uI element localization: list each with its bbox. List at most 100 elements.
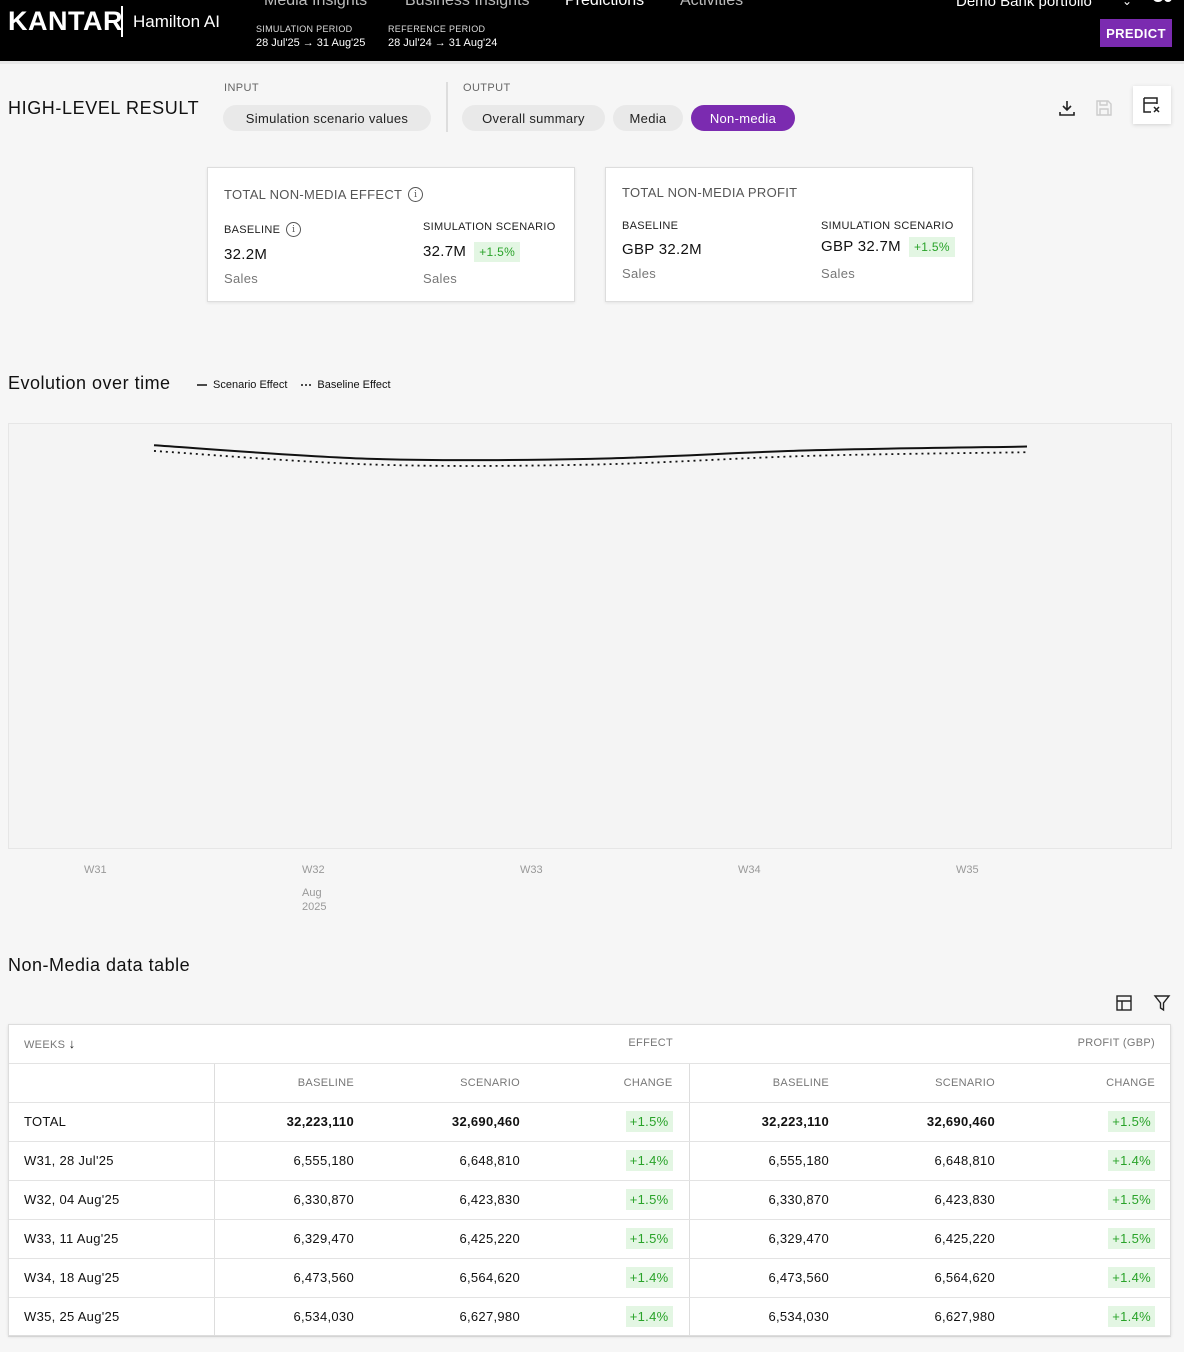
nav-media-insights[interactable]: Media Insights — [264, 0, 368, 9]
table-settings-icon[interactable] — [1133, 86, 1171, 124]
weeks-header[interactable]: WEEKS ↓ — [8, 1024, 214, 1064]
baseline-label: BASELINE — [622, 220, 679, 232]
series-line-scenario-effect[interactable] — [153, 444, 1028, 462]
card-title: TOTAL NON-MEDIA PROFIT — [622, 185, 798, 200]
week-cell: TOTAL — [8, 1102, 214, 1142]
profit-baseline-cell: 6,329,470 — [688, 1219, 845, 1259]
scenario-sub: Sales — [821, 266, 856, 281]
effect-baseline-cell: 6,534,030 — [213, 1297, 370, 1337]
baseline-value: GBP 32.2M — [622, 241, 702, 258]
effect-change-cell: +1.4% — [536, 1141, 689, 1181]
change-badge: +1.5% — [1108, 1111, 1155, 1132]
profit-change-header[interactable]: CHANGE — [1011, 1063, 1171, 1103]
scenario-value: GBP 32.7M +1.5% — [821, 237, 955, 257]
line-chart — [153, 444, 1028, 467]
effect-scenario-header[interactable]: SCENARIO — [370, 1063, 536, 1103]
card-title: TOTAL NON-MEDIA EFFECT i — [224, 187, 424, 202]
filter-icon[interactable] — [1153, 994, 1171, 1017]
legend-label: Baseline Effect — [317, 379, 391, 391]
change-badge: +1.4% — [625, 1267, 673, 1288]
effect-scenario-cell: 6,648,810 — [370, 1141, 536, 1181]
header-divider — [446, 82, 448, 132]
baseline-value: 32.2M — [224, 246, 268, 263]
portfolio-selector[interactable]: Demo Bank portfolio — [956, 0, 1092, 10]
info-icon[interactable]: i — [286, 222, 302, 237]
table-row: W35, 25 Aug'25 6,534,030 6,627,980 +1.4%… — [8, 1297, 1171, 1337]
effect-change-cell: +1.5% — [536, 1180, 689, 1220]
change-badge: +1.5% — [625, 1228, 673, 1249]
empty-header-cell — [8, 1063, 214, 1103]
input-group-label: INPUT — [224, 82, 259, 94]
week-cell: W34, 18 Aug'25 — [8, 1258, 214, 1298]
effect-change-header[interactable]: CHANGE — [536, 1063, 689, 1103]
x-sub-month: Aug — [302, 887, 322, 899]
nav-activities[interactable]: Activities — [680, 0, 744, 9]
profit-change-cell: +1.5% — [1011, 1219, 1171, 1259]
profit-change-cell: +1.4% — [1011, 1258, 1171, 1298]
reference-period-value[interactable]: 28 Jul'24 → 31 Aug'24 — [388, 37, 498, 49]
profit-baseline-header[interactable]: BASELINE — [688, 1063, 845, 1103]
change-badge: +1.4% — [1108, 1267, 1155, 1288]
table-row: W33, 11 Aug'25 6,329,470 6,425,220 +1.5%… — [8, 1219, 1171, 1259]
download-icon[interactable] — [1055, 96, 1079, 120]
scenario-sub: Sales — [423, 271, 458, 286]
profit-scenario-cell: 6,648,810 — [845, 1141, 1011, 1181]
effect-baseline-cell: 6,329,470 — [213, 1219, 370, 1259]
effect-scenario-cell: 6,564,620 — [370, 1258, 536, 1298]
pill-media[interactable]: Media — [613, 105, 683, 131]
effect-change-cell: +1.4% — [536, 1297, 689, 1337]
save-icon[interactable] — [1092, 96, 1116, 120]
chevron-down-icon[interactable]: ⌄ — [1122, 0, 1133, 8]
change-badge: +1.5% — [474, 242, 521, 262]
sort-arrow-down-icon[interactable]: ↓ — [68, 1035, 76, 1051]
pill-simulation-scenario-values[interactable]: Simulation scenario values — [223, 105, 431, 131]
predict-button[interactable]: PREDICT — [1100, 19, 1172, 47]
info-icon[interactable]: i — [408, 187, 424, 202]
nav-predictions[interactable]: Predictions — [565, 0, 645, 9]
effect-change-cell: +1.4% — [536, 1258, 689, 1298]
effect-baseline-cell: 32,223,110 — [213, 1102, 370, 1142]
table-row: W32, 04 Aug'25 6,330,870 6,423,830 +1.5%… — [8, 1180, 1171, 1220]
legend-label: Scenario Effect — [213, 379, 288, 391]
change-badge: +1.5% — [625, 1111, 673, 1132]
weeks-header-label: WEEKS — [24, 1038, 66, 1051]
change-badge: +1.5% — [908, 237, 955, 257]
baseline-label: BASELINE i — [224, 222, 302, 237]
nav-business-insights[interactable]: Business Insights — [405, 0, 530, 9]
scenario-value-text: 32.7M — [423, 243, 467, 260]
profit-scenario-header[interactable]: SCENARIO — [845, 1063, 1011, 1103]
profit-change-cell: +1.4% — [1011, 1297, 1171, 1337]
x-tick-w33: W33 — [520, 864, 543, 876]
reference-period-label: REFERENCE PERIOD — [388, 24, 486, 34]
x-tick-w31: W31 — [84, 864, 107, 876]
effect-change-cell: +1.5% — [536, 1102, 689, 1142]
change-badge: +1.4% — [625, 1306, 673, 1327]
table-title: Non-Media data table — [8, 955, 191, 975]
profit-baseline-cell: 32,223,110 — [688, 1102, 845, 1142]
week-cell: W32, 04 Aug'25 — [8, 1180, 214, 1220]
scenario-label: SIMULATION SCENARIO — [821, 220, 954, 232]
legend-scenario-effect[interactable]: Scenario Effect — [197, 379, 287, 391]
effect-baseline-cell: 6,330,870 — [213, 1180, 370, 1220]
effect-baseline-cell: 6,473,560 — [213, 1258, 370, 1298]
user-menu-icon[interactable] — [1150, 0, 1174, 6]
logo-divider — [121, 6, 123, 37]
change-badge: +1.5% — [1108, 1228, 1155, 1249]
pill-non-media[interactable]: Non-media — [691, 105, 795, 131]
chart-legend: Scenario Effect Baseline Effect — [197, 379, 399, 391]
legend-baseline-effect[interactable]: Baseline Effect — [301, 379, 391, 391]
simulation-period-value[interactable]: 28 Jul'25 → 31 Aug'25 — [256, 37, 366, 49]
chart-plot-area[interactable] — [8, 423, 1172, 849]
profit-baseline-cell: 6,534,030 — [688, 1297, 845, 1337]
profit-baseline-cell: 6,473,560 — [688, 1258, 845, 1298]
effect-baseline-header[interactable]: BASELINE — [213, 1063, 370, 1103]
baseline-sub: Sales — [622, 266, 657, 281]
table-row: W34, 18 Aug'25 6,473,560 6,564,620 +1.4%… — [8, 1258, 1171, 1298]
table-columns-icon[interactable] — [1115, 994, 1133, 1017]
brand-logo[interactable]: KANTAR — [8, 6, 123, 36]
baseline-label-text: BASELINE — [224, 223, 281, 236]
pill-overall-summary[interactable]: Overall summary — [462, 105, 605, 131]
effect-baseline-cell: 6,555,180 — [213, 1141, 370, 1181]
profit-scenario-cell: 6,425,220 — [845, 1219, 1011, 1259]
card-total-non-media-profit: TOTAL NON-MEDIA PROFIT BASELINE GBP 32.2… — [605, 167, 973, 302]
